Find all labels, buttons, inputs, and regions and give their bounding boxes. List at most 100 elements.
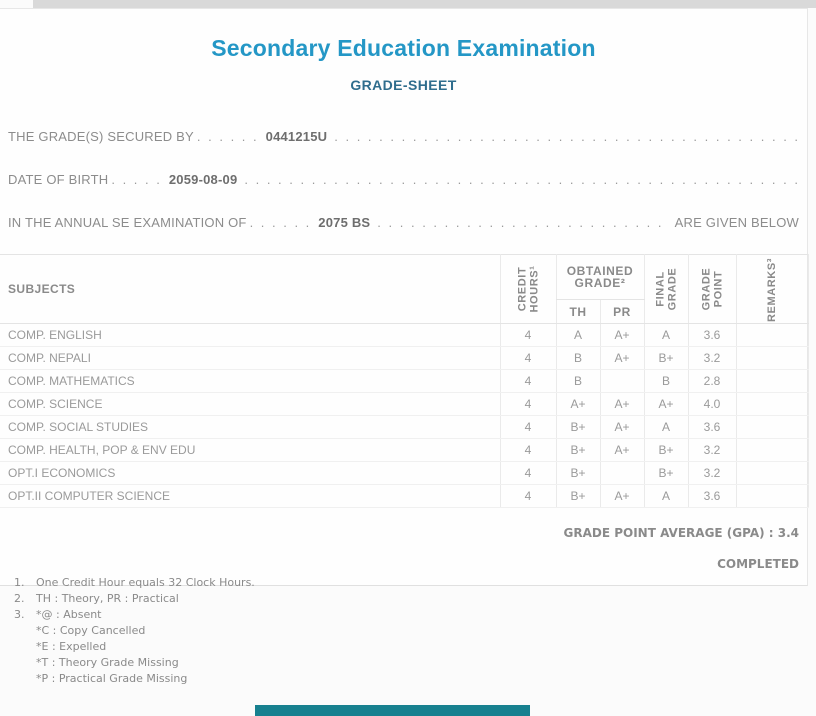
col-header-th: TH <box>555 299 600 324</box>
pr-grade-cell: A+ <box>599 438 645 462</box>
dot-leader-fill: . . . . . . . . . . . . . . . . . . . . … <box>244 172 799 187</box>
footnotes: 1. One Credit Hour equals 32 Clock Hours… <box>0 575 816 687</box>
footnote-text: TH : Theory, PR : Practical <box>36 592 179 605</box>
exam-year-value: 2075 BS <box>318 215 371 230</box>
col-header-remarks: REMARKS³ <box>735 254 809 324</box>
footnote-text: One Credit Hour equals 32 Clock Hours. <box>36 576 255 589</box>
credit-cell: 4 <box>499 461 556 485</box>
subject-cell: OPT.II COMPUTER SCIENCE <box>0 484 500 508</box>
col-header-obtained-grade: OBTAINED GRADE² <box>555 254 645 300</box>
info-line-exam-year: IN THE ANNUAL SE EXAMINATION OF . . . . … <box>8 215 799 230</box>
exam-year-label: IN THE ANNUAL SE EXAMINATION OF <box>8 215 247 230</box>
remarks-cell <box>735 392 809 416</box>
final-grade-cell: A <box>643 484 689 508</box>
th-grade-cell: B+ <box>555 484 600 508</box>
remarks-cell <box>735 323 809 347</box>
footnote-text: *T : Theory Grade Missing <box>36 656 179 669</box>
credit-cell: 4 <box>499 392 556 416</box>
remarks-cell <box>735 461 809 485</box>
table-row: OPT.II COMPUTER SCIENCE 4 B+ A+ A 3.6 <box>0 484 809 508</box>
dot-leader-fill: . . . . . . . . . . . . . . . . . . . . … <box>334 129 799 144</box>
pr-grade-cell: A+ <box>599 484 645 508</box>
info-line-symbol-number: THE GRADE(S) SECURED BY . . . . . . 0441… <box>8 129 799 144</box>
col-header-subjects: SUBJECTS <box>0 254 500 324</box>
th-grade-cell: B <box>555 346 600 370</box>
pr-grade-cell <box>599 369 645 393</box>
th-grade-cell: A <box>555 323 600 347</box>
table-row: OPT.I ECONOMICS 4 B+ B+ 3.2 <box>0 461 809 485</box>
subject-cell: COMP. SOCIAL STUDIES <box>0 415 500 439</box>
footnote-item: 1. One Credit Hour equals 32 Clock Hours… <box>14 575 816 591</box>
footnote-item: 3. *@ : Absent <box>14 607 816 623</box>
grade-point-cell: 3.2 <box>687 346 737 370</box>
result-summary: GRADE POINT AVERAGE (GPA) : 3.4 COMPLETE… <box>0 526 807 571</box>
remarks-cell <box>735 369 809 393</box>
grade-point-cell: 3.2 <box>687 438 737 462</box>
subject-cell: COMP. MATHEMATICS <box>0 369 500 393</box>
pr-grade-cell <box>599 461 645 485</box>
credit-cell: 4 <box>499 346 556 370</box>
grade-point-cell: 3.6 <box>687 484 737 508</box>
dob-label: DATE OF BIRTH <box>8 172 109 187</box>
footnote-item: *P : Practical Grade Missing <box>14 671 816 687</box>
final-grade-cell: A+ <box>643 392 689 416</box>
footnote-text: *C : Copy Cancelled <box>36 624 146 637</box>
final-grade-cell: B+ <box>643 461 689 485</box>
table-row: COMP. HEALTH, POP & ENV EDU 4 B+ A+ B+ 3… <box>0 438 809 462</box>
grade-point-cell: 4.0 <box>687 392 737 416</box>
footnote-text: *P : Practical Grade Missing <box>36 672 188 685</box>
credit-cell: 4 <box>499 369 556 393</box>
secured-by-label: THE GRADE(S) SECURED BY <box>8 129 194 144</box>
grade-point-cell: 2.8 <box>687 369 737 393</box>
final-grade-cell: A <box>643 323 689 347</box>
final-grade-cell: B <box>643 369 689 393</box>
th-grade-cell: B+ <box>555 438 600 462</box>
grade-point-cell: 3.2 <box>687 461 737 485</box>
table-row: COMP. NEPALI 4 B A+ B+ 3.2 <box>0 346 809 370</box>
pr-grade-cell: A+ <box>599 415 645 439</box>
gpa-value-line: GRADE POINT AVERAGE (GPA) : 3.4 <box>563 526 800 540</box>
credit-cell: 4 <box>499 323 556 347</box>
symbol-number-value: 0441215U <box>265 129 328 144</box>
th-grade-cell: B <box>555 369 600 393</box>
remarks-cell <box>735 484 809 508</box>
footnote-item: *C : Copy Cancelled <box>14 623 816 639</box>
table-row: COMP. MATHEMATICS 4 B B 2.8 <box>0 369 809 393</box>
page-subtitle: GRADE-SHEET <box>350 77 457 93</box>
status-label: COMPLETED <box>717 557 799 571</box>
credit-cell: 4 <box>499 438 556 462</box>
table-row: COMP. SCIENCE 4 A+ A+ A+ 4.0 <box>0 392 809 416</box>
th-grade-cell: B+ <box>555 461 600 485</box>
dot-leader: . . . . . . <box>249 215 312 230</box>
final-grade-cell: B+ <box>643 438 689 462</box>
pr-grade-cell: A+ <box>599 346 645 370</box>
footnote-number <box>14 671 32 687</box>
page-title: Secondary Education Examination <box>211 35 596 61</box>
are-given-below-label: ARE GIVEN BELOW <box>674 215 799 230</box>
top-strip <box>33 0 816 8</box>
col-header-credit-hours: CREDIT HOURS¹ <box>499 254 556 324</box>
footnote-item: 2. TH : Theory, PR : Practical <box>14 591 816 607</box>
subject-cell: COMP. NEPALI <box>0 346 500 370</box>
subject-cell: COMP. SCIENCE <box>0 392 500 416</box>
subject-cell: COMP. ENGLISH <box>0 323 500 347</box>
grade-point-cell: 3.6 <box>687 415 737 439</box>
col-header-pr: PR <box>599 299 645 324</box>
subject-cell: COMP. HEALTH, POP & ENV EDU <box>0 438 500 462</box>
footnote-number <box>14 639 32 655</box>
col-header-final-grade: FINAL GRADE <box>643 254 689 324</box>
th-grade-cell: A+ <box>555 392 600 416</box>
grade-point-cell: 3.6 <box>687 323 737 347</box>
credit-cell: 4 <box>499 415 556 439</box>
col-header-grade-point: GRADE POINT <box>687 254 737 324</box>
footnote-number <box>14 623 32 639</box>
footnote-number: 3. <box>14 608 25 621</box>
footnote-text: *@ : Absent <box>36 608 102 621</box>
subject-cell: OPT.I ECONOMICS <box>0 461 500 485</box>
final-grade-cell: B+ <box>643 346 689 370</box>
credit-cell: 4 <box>499 484 556 508</box>
remarks-cell <box>735 415 809 439</box>
th-grade-cell: B+ <box>555 415 600 439</box>
footnote-text: *E : Expelled <box>36 640 107 653</box>
dot-leader-fill: . . . . . . . . . . . . . . . . . . . . … <box>377 215 668 230</box>
